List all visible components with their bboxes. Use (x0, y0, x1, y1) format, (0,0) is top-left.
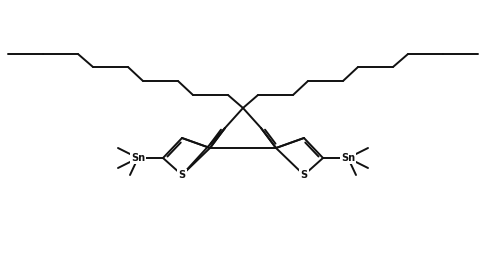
Text: S: S (178, 170, 186, 180)
Text: Sn: Sn (131, 153, 145, 163)
Text: S: S (300, 170, 308, 180)
Text: Sn: Sn (341, 153, 355, 163)
